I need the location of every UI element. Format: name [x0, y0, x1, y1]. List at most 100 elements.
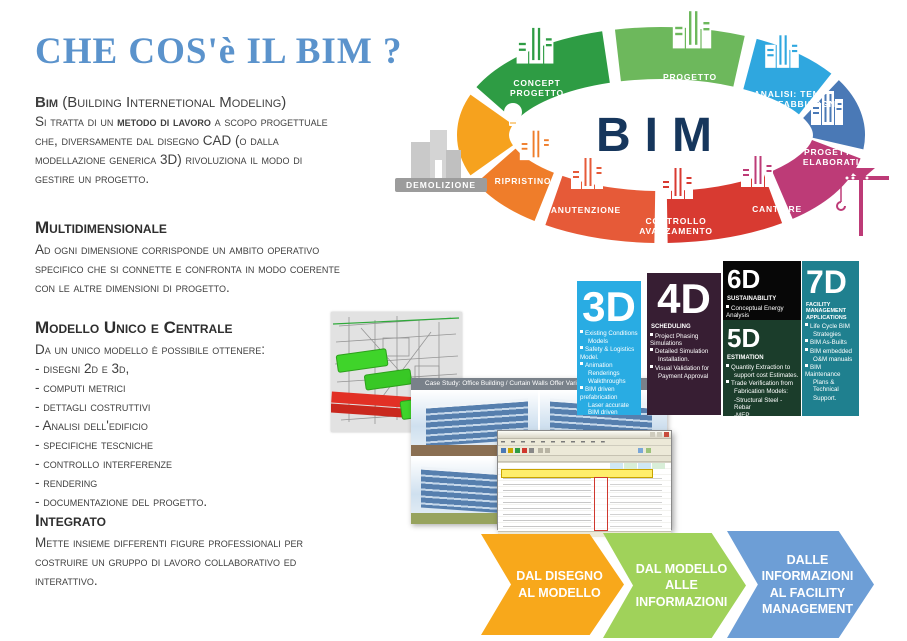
multidimensionale-body: Ad ogni dimensione corrisponde un ambito… — [35, 242, 340, 295]
panel-heading: ESTIMATION — [727, 355, 764, 361]
demolizione-building: DEMOLIZIONE — [395, 130, 487, 192]
wheel-label: IDEA — [529, 112, 553, 122]
wheel-segment — [476, 31, 611, 123]
building-icon — [672, 7, 712, 49]
process-arrow-2: DALLE INFORMAZIONI AL FACILITY MANAGEMEN… — [727, 531, 874, 638]
section-multidimensionale: Multidimensionale Ad ogni dimensione cor… — [35, 218, 340, 297]
bim-heading: Bim (Building Internetional Modeling) — [35, 94, 287, 111]
modello-heading: Modello Unico e Centrale — [35, 318, 233, 337]
spreadsheet-menubar[interactable] — [498, 439, 671, 446]
dimension-panel-4d: 4D SCHEDULING Project Phasing Simulations D… — [647, 273, 721, 415]
process-arrow-0: DAL DISEGNO AL MODELLO — [481, 534, 624, 635]
modello-list: - disegni 2d e 3d, - computi metrici - det… — [35, 359, 340, 511]
building-icon — [571, 155, 603, 189]
panel-title: 4D — [657, 275, 711, 322]
panel-heading: SCHEDULING — [651, 324, 691, 330]
spreadsheet-grid[interactable] — [498, 462, 671, 531]
panel-item: BIM As-Builts — [805, 339, 858, 346]
panel-item: Detailed Simulation — [650, 348, 720, 355]
spreadsheet-header-row — [501, 469, 653, 478]
panel-subitem: O&M manuals — [813, 355, 853, 363]
panel-subitem: Models — [588, 338, 608, 346]
panel-title: 7D — [806, 264, 847, 300]
panel-item: BIM embedded — [805, 347, 858, 355]
wheel-segment — [614, 27, 745, 87]
wheel-label: ANALISI: TEMPI COSTI/FABBISOGNI — [745, 89, 839, 109]
panel-item-list: Project Phasing Simulations Detailed Simu… — [650, 332, 721, 380]
modello-list-item: - Analisi dell'edificio — [35, 418, 148, 433]
integrato-heading: Integrato — [35, 511, 106, 530]
panel-title: 5D — [727, 323, 761, 353]
wheel-segment — [545, 175, 656, 243]
wheel-segment — [666, 174, 783, 243]
panel-heading: SUSTAINABILITY — [727, 296, 777, 302]
wheel-segment — [771, 138, 861, 219]
wheel-label: PROGETTO DETTAGLIATO — [656, 72, 724, 92]
building-icon — [661, 165, 693, 199]
maximize-icon[interactable] — [657, 432, 662, 437]
spreadsheet-toolbar[interactable] — [498, 446, 671, 456]
modello-list-item: - computi metrici — [35, 380, 126, 395]
building-icon — [765, 32, 799, 68]
panel-item: Visual Validation for — [650, 364, 720, 372]
minimize-icon[interactable] — [650, 432, 655, 437]
panel-item: Project Phasing Simulations — [650, 332, 699, 348]
panel-item: BIM Maintenance — [805, 363, 841, 379]
wheel-segment — [742, 38, 832, 115]
panel-subitem: Laser accurate BIM driven — [588, 401, 629, 415]
modello-list-item: - dettagli costruttivi — [35, 399, 151, 414]
page-title: CHE COS'è IL BIM ? — [35, 31, 403, 72]
integrato-body: Mette insieme differenti figure professi… — [35, 535, 304, 588]
dimension-panel-3d: 3D Existing Conditions Models Safety & Logi… — [577, 281, 641, 415]
panel-item: Existing Conditions — [580, 330, 640, 337]
panel-subitem: Fabrication Models: — [734, 388, 788, 396]
wheel-label: CANTIERE — [752, 204, 802, 214]
modello-list-item: - disegni 2d e 3d, — [35, 361, 130, 376]
panel-item-list: Conceptual Energy AnalysisDetailed Energ… — [726, 304, 801, 320]
panel-item-list: Existing Conditions Models Safety & Logist… — [580, 330, 641, 415]
panel-subitem: -MEP — [734, 412, 750, 416]
section-modello-unico: Modello Unico e Centrale Da un unico mod… — [35, 318, 340, 511]
panel-subitem: Installation. — [658, 356, 690, 364]
panel-subitem: Strategies — [813, 331, 841, 339]
process-arrow-label: DAL DISEGNO AL MODELLO — [516, 569, 603, 600]
modello-list-item: - documentazione del progetto. — [35, 494, 208, 509]
wheel-label: CONTROLLO AVANZAMENTO — [639, 216, 713, 236]
panel-title: 6D — [727, 264, 761, 294]
modello-list-item: - rendering — [35, 475, 98, 490]
process-arrow-label: DALLE INFORMAZIONI AL FACILITY MANAGEMEN… — [761, 553, 854, 616]
building-icon — [811, 91, 843, 125]
dimension-panel-7d: 7D FACILITY MANAGEMENT APPLICATIONS Life C… — [802, 261, 859, 416]
panel-item: Quantity Extraction to — [726, 363, 800, 371]
process-arrow-1: DAL MODELLO ALLE INFORMAZIONI — [603, 533, 746, 638]
modello-list-item: - controllo interferenze — [35, 456, 173, 471]
panel-item: Safety & Logistics Model. — [580, 346, 635, 361]
wheel-label: RIPRISTINO — [495, 176, 552, 186]
building-icon — [516, 24, 554, 64]
dimension-panel-5d: 5D ESTIMATION Quantity Extraction to suppor… — [723, 320, 801, 416]
panel-item-list: Quantity Extraction to support cost Estim… — [726, 363, 801, 416]
panel-subitem: Payment Approval — [658, 372, 709, 380]
close-icon[interactable] — [664, 432, 669, 437]
wheel-label: CONCEPT PROGETTO — [510, 78, 564, 98]
panel-item: Life Cycle BIM — [805, 322, 858, 330]
wheel-label: PROGETTO ELABORATI — [803, 147, 859, 167]
panel-item: Animation — [580, 361, 640, 369]
wheel-segment — [457, 94, 514, 176]
panel-subitem: support cost Estimates. — [734, 372, 799, 380]
process-arrow-label: DAL MODELLO ALLE INFORMAZIONI — [635, 562, 728, 609]
building-icon — [519, 127, 551, 161]
panel-item-list: Life Cycle BIM Strategies BIM As-Builts BIM… — [805, 322, 859, 402]
panel-item: Conceptual Energy Analysis — [726, 304, 784, 320]
modello-intro: Da un unico modello è possibile ottenere… — [35, 342, 266, 357]
panel-item: BIM driven prefabrication — [580, 386, 618, 401]
building-icon — [741, 153, 773, 187]
spreadsheet-column-headers[interactable] — [498, 456, 671, 462]
multidimensionale-heading: Multidimensionale — [35, 218, 167, 237]
wheel-center-label: BIM — [596, 109, 726, 162]
crane-icon — [833, 168, 889, 236]
wheel-segment — [476, 147, 555, 222]
wheel-label: MANUTENZIONE — [543, 205, 621, 215]
lightbulb-icon — [504, 103, 522, 126]
panel-subitem: Plans & Technical — [813, 379, 839, 394]
